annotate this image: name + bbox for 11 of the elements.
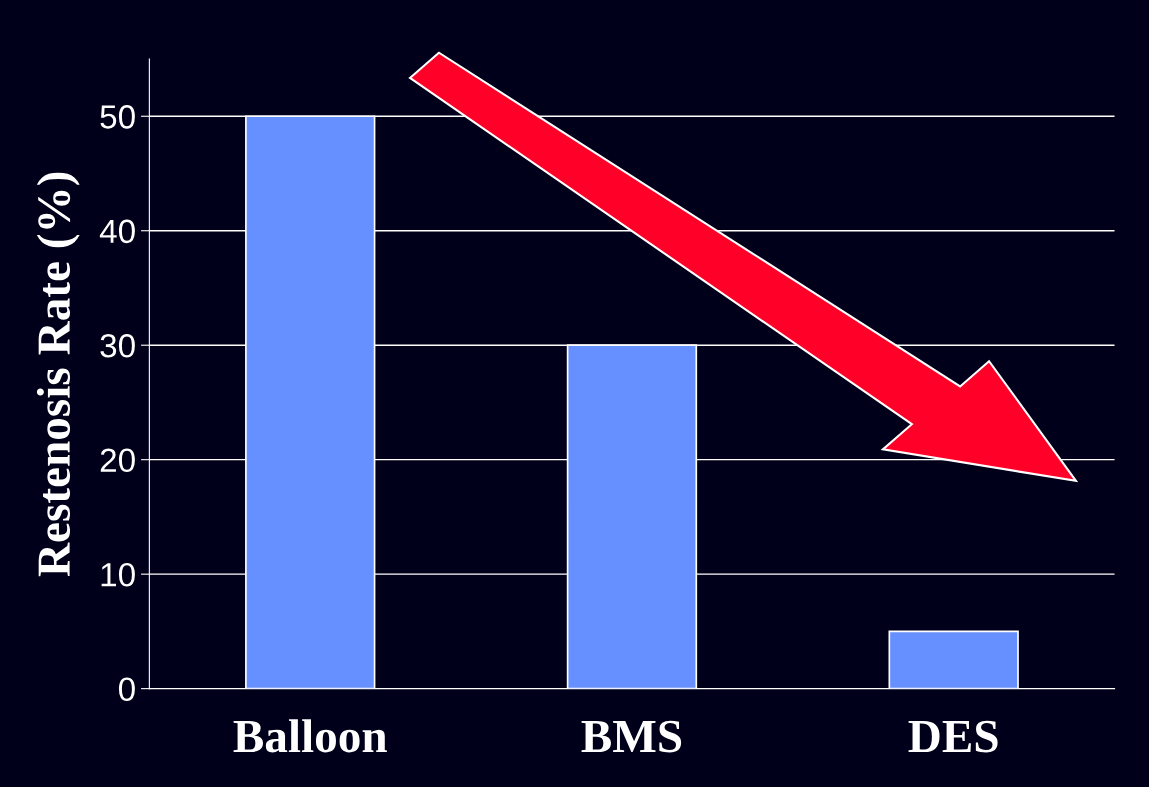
bar (888, 630, 1019, 689)
y-tick-label: 30 (100, 334, 135, 358)
y-tick-label: 20 (100, 448, 135, 473)
y-tick-label: 0 (118, 677, 135, 702)
x-tick-label: BMS (581, 720, 682, 753)
x-tick-label: Balloon (233, 719, 387, 753)
y-tick-label: 50 (100, 105, 135, 129)
y-axis-title: Restenosis Rate (%) (36, 172, 80, 577)
y-tick-label: 10 (101, 562, 135, 587)
y-tick-label: 40 (99, 219, 135, 244)
x-tick-label: DES (908, 720, 998, 753)
